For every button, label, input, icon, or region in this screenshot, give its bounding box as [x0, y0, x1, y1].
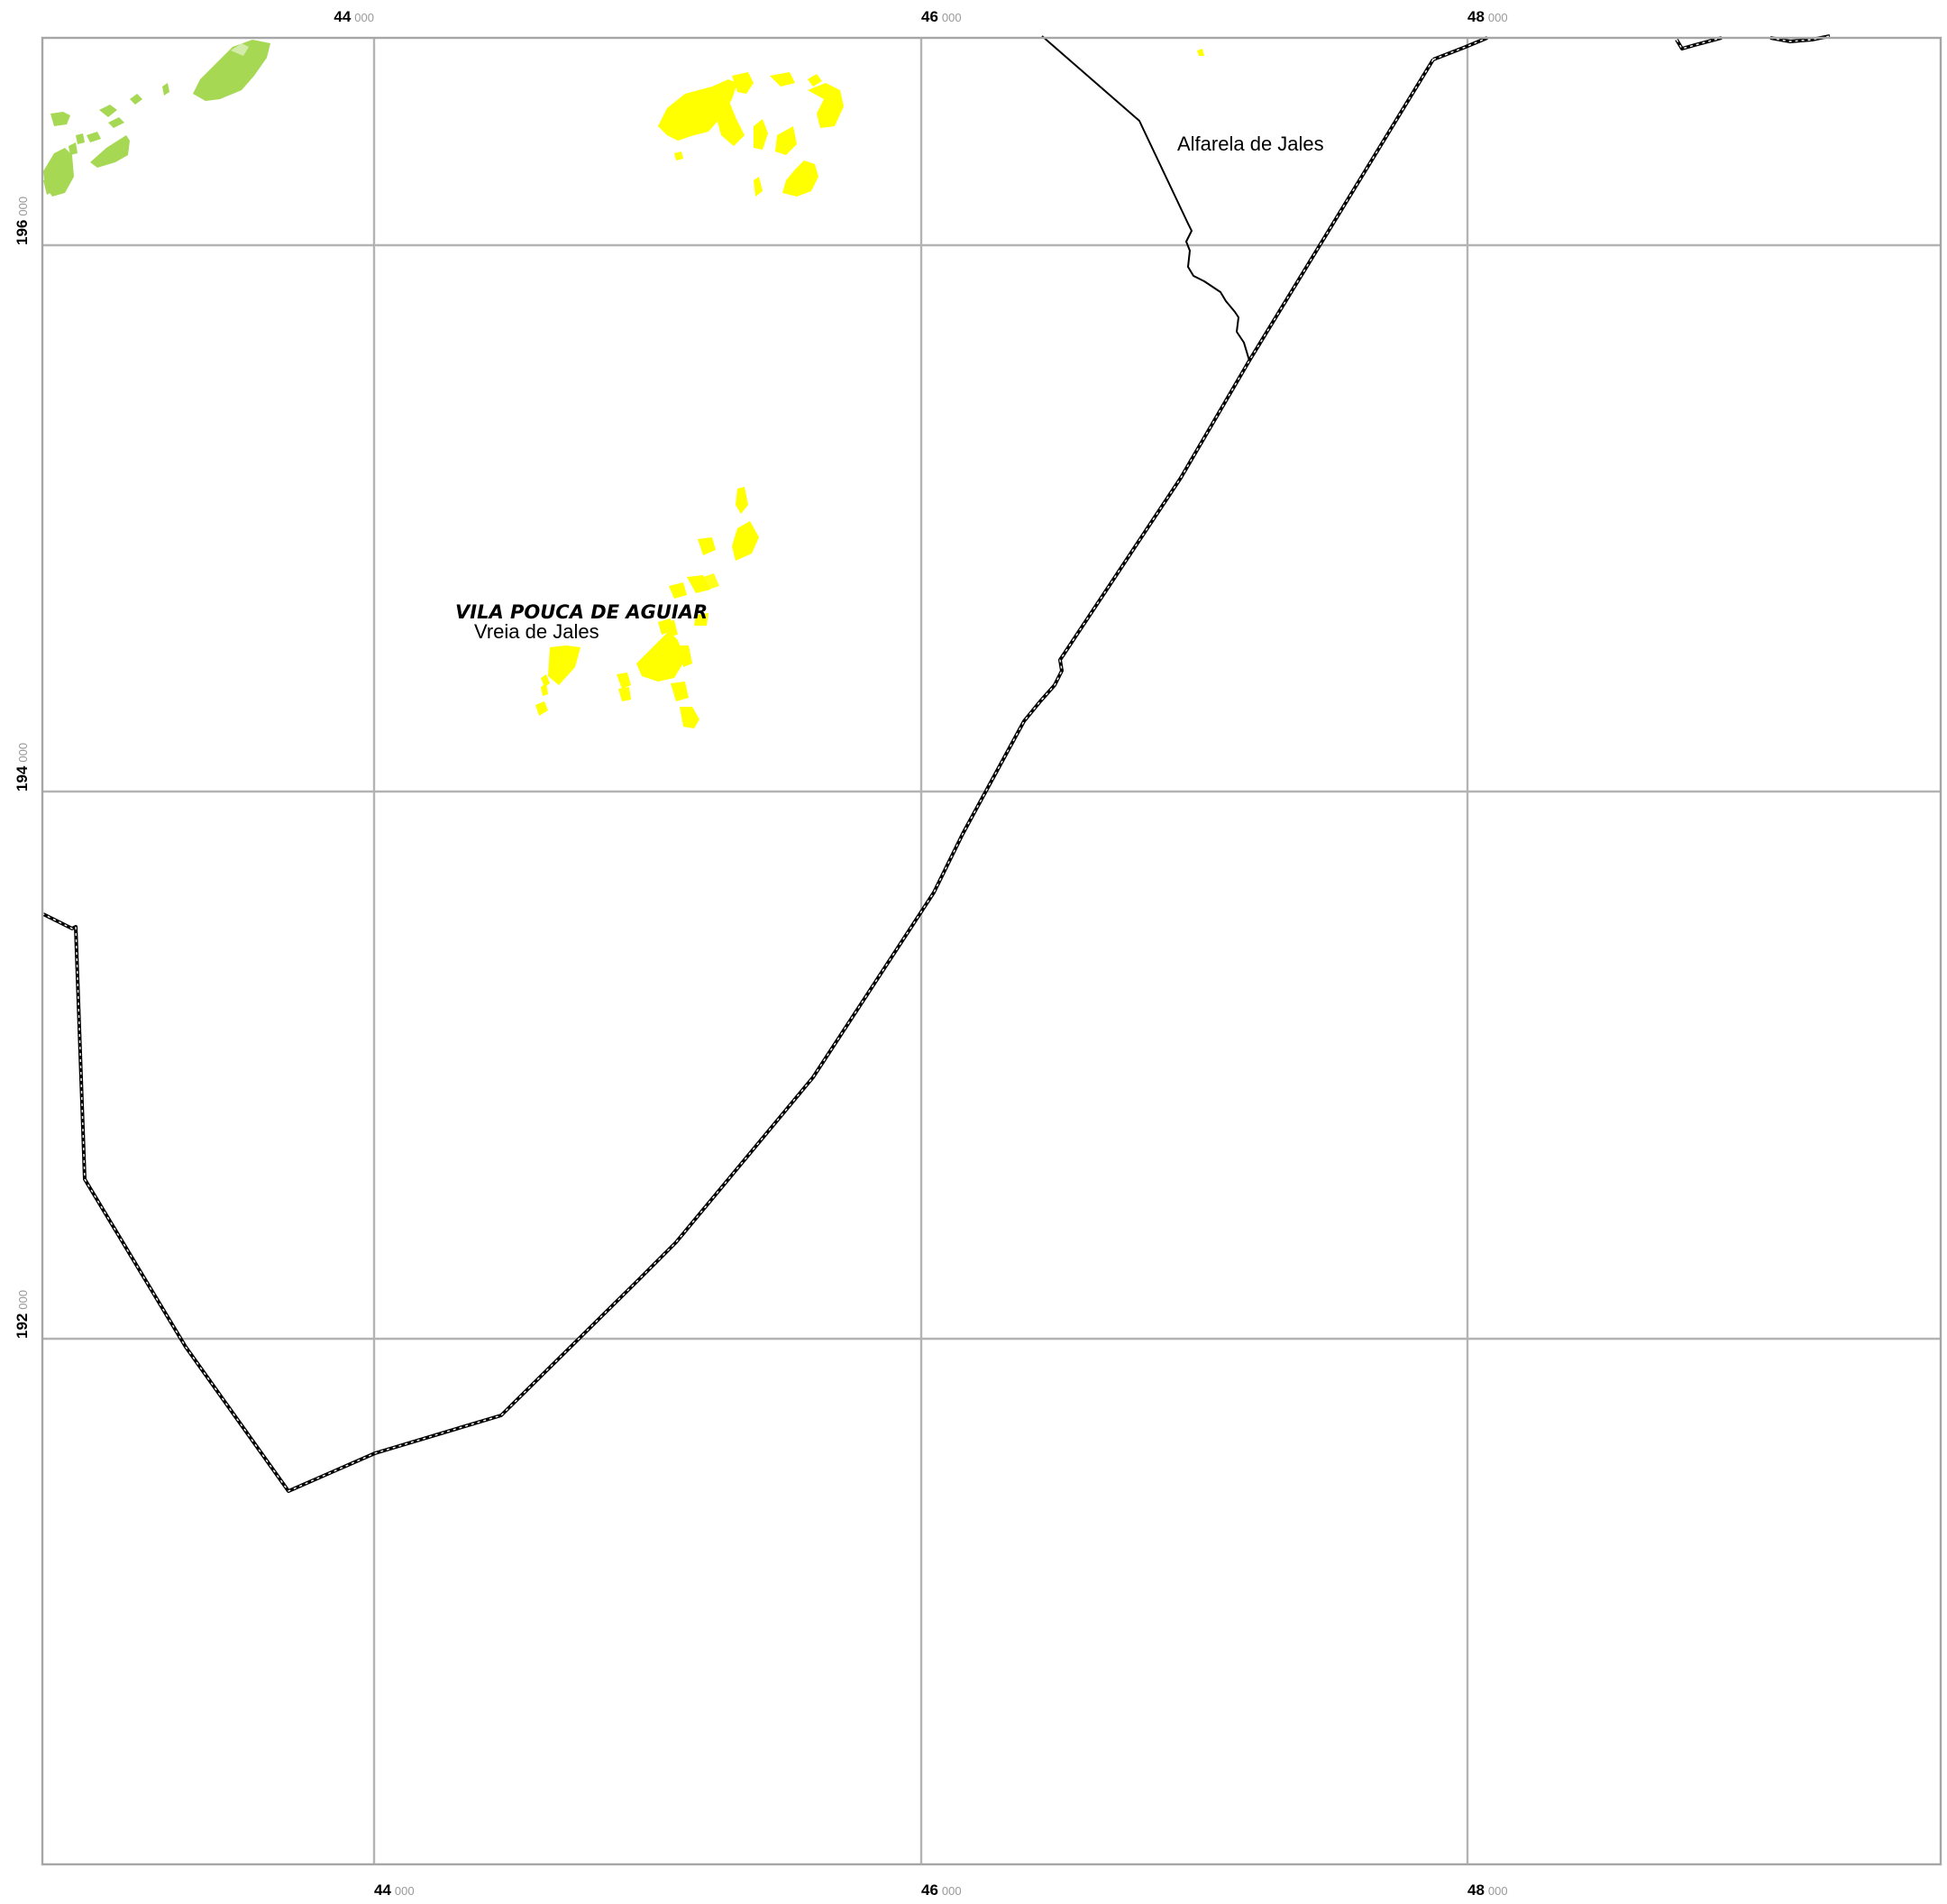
- yellow-parcels-north: [658, 49, 1204, 197]
- parish-boundary: [1041, 35, 1250, 362]
- coord-label: 194000: [14, 743, 31, 792]
- coord-label: 44 000: [374, 1881, 415, 1899]
- place-label-vreia: Vreia de Jales: [474, 620, 599, 643]
- coord-label: 192000: [14, 1290, 31, 1339]
- map-frame: [41, 36, 1942, 1866]
- coord-label: 48 000: [1467, 1881, 1508, 1899]
- green-parcels: [43, 40, 270, 197]
- coord-label: 196000: [14, 197, 31, 245]
- coord-label: 44 000: [334, 8, 374, 25]
- coord-label: 46 000: [921, 1881, 962, 1899]
- coord-label: 46 000: [921, 8, 962, 25]
- coord-labels-left: 196000 194000 192000: [14, 197, 31, 1339]
- yellow-parcels-vreia: [535, 487, 759, 728]
- coord-label: 48 000: [1467, 8, 1508, 25]
- coord-labels-top: 44 000 46 000 48 000: [334, 8, 1507, 25]
- grid-lines: [42, 38, 1941, 1864]
- municipal-boundary-main: [42, 36, 1488, 1493]
- coord-labels-bottom: 44 000 46 000 48 000: [374, 1881, 1508, 1899]
- map-area: [42, 38, 1941, 1864]
- municipality-label: VILA POUCA DE AGUIAR: [455, 601, 708, 623]
- place-label-alfarela: Alfarela de Jales: [1177, 133, 1324, 155]
